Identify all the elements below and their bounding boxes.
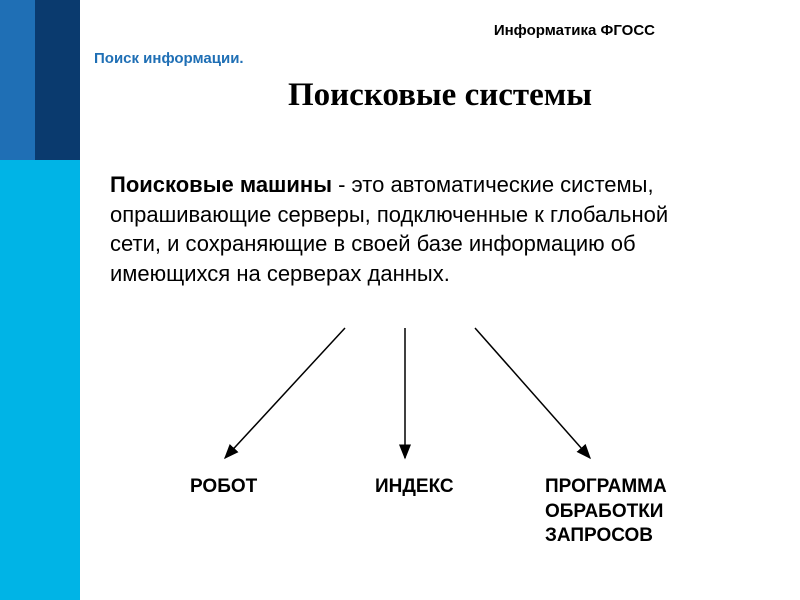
definition-term: Поисковые машины (110, 172, 332, 197)
content-area: Информатика ФГОСС Поиск информации. Поис… (80, 0, 800, 600)
main-title: Поисковые системы (80, 77, 800, 114)
definition-text: Поисковые машины - это автоматические си… (110, 170, 710, 289)
sidebar-stripe-bottom (0, 160, 80, 600)
sidebar-top (0, 0, 80, 160)
sidebar (0, 0, 80, 600)
sidebar-stripe-right (35, 0, 80, 160)
sidebar-stripe-left (0, 0, 35, 160)
node-program: ПРОГРАММАОБРАБОТКИ ЗАПРОСОВ (545, 475, 667, 549)
node-robot: РОБОТ (190, 475, 257, 500)
diagram-arrows (120, 320, 720, 470)
header-label: Информатика ФГОСС (494, 22, 655, 39)
subtitle: Поиск информации. (94, 50, 244, 67)
node-index: ИНДЕКС (375, 475, 454, 500)
